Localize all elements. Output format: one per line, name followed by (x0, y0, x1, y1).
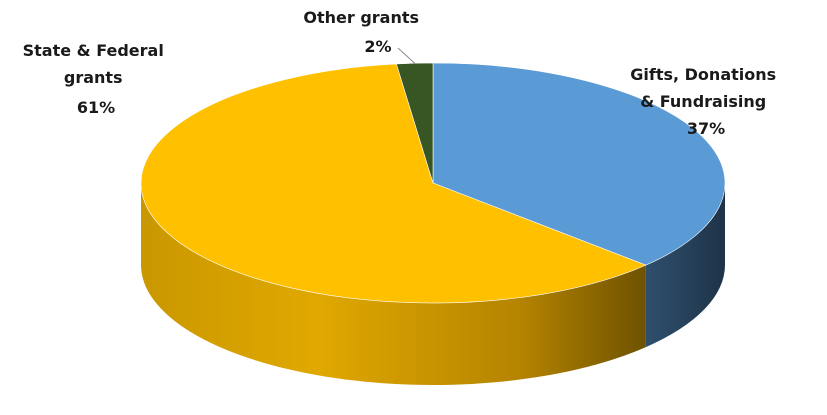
pie-tops (140, 62, 726, 304)
slice-label-gifts-line-2: & Fundraising (640, 92, 766, 111)
slice-label-state-federal-line-2: grants (64, 68, 123, 87)
pie-side-state-federal (141, 183, 646, 386)
pie-slice-state-federal (140, 63, 647, 304)
slice-label-other-grants-line-1: Other grants (303, 8, 419, 27)
slice-label-gifts-line-1: Gifts, Donations (630, 65, 776, 84)
slice-label-state-federal-line-1: State & Federal (23, 41, 164, 60)
other-grants-leader-line (397, 47, 416, 64)
slice-label-state-federal: State & Federal grants 61% (23, 41, 170, 117)
slice-label-other-grants-percent: 2% (364, 37, 391, 56)
slice-label-other-grants: Other grants 2% (303, 8, 424, 56)
slice-label-gifts: Gifts, Donations & Fundraising 37% (630, 65, 781, 138)
pie-side-gifts (645, 183, 725, 348)
pie-labels: Gifts, Donations & Fundraising 37% State… (23, 8, 781, 138)
pie-slice-gifts (432, 62, 726, 266)
slice-label-state-federal-percent: 61% (77, 98, 115, 117)
slice-label-gifts-percent: 37% (687, 119, 725, 138)
pie-sides (141, 183, 725, 386)
